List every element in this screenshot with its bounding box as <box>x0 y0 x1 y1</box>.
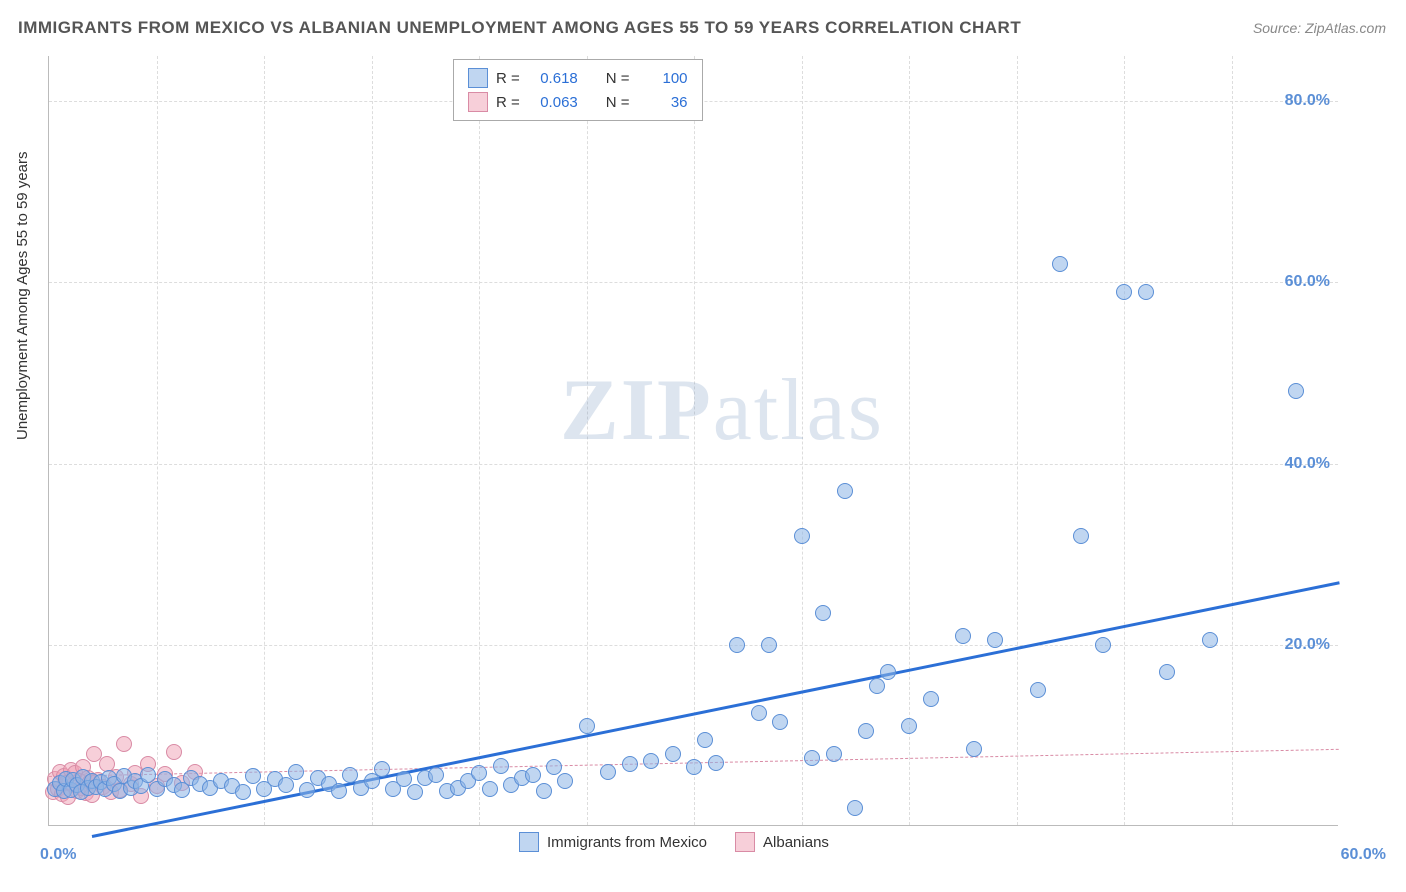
data-point-mexico <box>837 483 853 499</box>
data-point-mexico <box>901 718 917 734</box>
data-point-mexico <box>536 783 552 799</box>
data-point-mexico <box>278 777 294 793</box>
legend-item-mexico: Immigrants from Mexico <box>519 832 707 852</box>
data-point-mexico <box>697 732 713 748</box>
data-point-mexico <box>686 759 702 775</box>
data-point-mexico <box>235 784 251 800</box>
gridline-vertical <box>694 56 695 825</box>
data-point-mexico <box>665 746 681 762</box>
data-point-mexico <box>869 678 885 694</box>
data-point-mexico <box>493 758 509 774</box>
plot-area: 20.0% 40.0% 60.0% 80.0% <box>48 56 1338 826</box>
gridline-vertical <box>264 56 265 825</box>
data-point-mexico <box>525 767 541 783</box>
n-value: 100 <box>638 70 688 87</box>
data-point-mexico <box>1159 664 1175 680</box>
data-point-mexico <box>407 784 423 800</box>
gridline-vertical <box>1017 56 1018 825</box>
data-point-albanians <box>116 736 132 752</box>
data-point-mexico <box>1288 383 1304 399</box>
data-point-mexico <box>1116 284 1132 300</box>
gridline-vertical <box>1232 56 1233 825</box>
data-point-mexico <box>546 759 562 775</box>
y-tick-label: 20.0% <box>1285 636 1330 654</box>
y-tick-label: 80.0% <box>1285 92 1330 110</box>
legend-swatch-mexico <box>519 832 539 852</box>
data-point-mexico <box>794 528 810 544</box>
data-point-mexico <box>557 773 573 789</box>
data-point-mexico <box>955 628 971 644</box>
data-point-mexico <box>643 753 659 769</box>
source-attribution: Source: ZipAtlas.com <box>1253 20 1386 36</box>
legend-stat-row-albanians: R = 0.063 N = 36 <box>468 90 688 114</box>
y-tick-label: 40.0% <box>1285 455 1330 473</box>
data-point-mexico <box>600 764 616 780</box>
data-point-mexico <box>1095 637 1111 653</box>
legend-item-albanians: Albanians <box>735 832 829 852</box>
trendline-mexico <box>92 581 1340 838</box>
legend-stat-row-mexico: R = 0.618 N = 100 <box>468 66 688 90</box>
data-point-mexico <box>761 637 777 653</box>
y-axis-label: Unemployment Among Ages 55 to 59 years <box>14 151 31 440</box>
n-label: N = <box>606 94 630 111</box>
x-tick-min: 0.0% <box>40 846 76 864</box>
data-point-mexico <box>729 637 745 653</box>
series-legend: Immigrants from Mexico Albanians <box>519 832 829 852</box>
data-point-mexico <box>966 741 982 757</box>
legend-swatch-albanians <box>735 832 755 852</box>
data-point-mexico <box>804 750 820 766</box>
data-point-mexico <box>826 746 842 762</box>
chart-title: IMMIGRANTS FROM MEXICO VS ALBANIAN UNEMP… <box>18 18 1021 38</box>
legend-label: Immigrants from Mexico <box>547 834 707 851</box>
data-point-mexico <box>708 755 724 771</box>
correlation-legend: R = 0.618 N = 100 R = 0.063 N = 36 <box>453 59 703 121</box>
gridline-vertical <box>802 56 803 825</box>
n-value: 36 <box>638 94 688 111</box>
data-point-mexico <box>1202 632 1218 648</box>
data-point-mexico <box>288 764 304 780</box>
data-point-mexico <box>428 767 444 783</box>
data-point-mexico <box>374 761 390 777</box>
data-point-mexico <box>622 756 638 772</box>
data-point-mexico <box>858 723 874 739</box>
y-tick-label: 60.0% <box>1285 273 1330 291</box>
legend-swatch-mexico <box>468 68 488 88</box>
data-point-mexico <box>880 664 896 680</box>
x-tick-max: 60.0% <box>1341 846 1386 864</box>
r-value: 0.618 <box>528 70 578 87</box>
data-point-mexico <box>1052 256 1068 272</box>
data-point-mexico <box>772 714 788 730</box>
data-point-mexico <box>987 632 1003 648</box>
gridline-vertical <box>587 56 588 825</box>
data-point-mexico <box>1073 528 1089 544</box>
data-point-mexico <box>471 765 487 781</box>
gridline-vertical <box>372 56 373 825</box>
data-point-mexico <box>923 691 939 707</box>
gridline-vertical <box>479 56 480 825</box>
r-label: R = <box>496 70 520 87</box>
data-point-mexico <box>579 718 595 734</box>
n-label: N = <box>606 70 630 87</box>
data-point-mexico <box>751 705 767 721</box>
data-point-mexico <box>1030 682 1046 698</box>
gridline-vertical <box>157 56 158 825</box>
gridline-vertical <box>909 56 910 825</box>
data-point-mexico <box>847 800 863 816</box>
data-point-mexico <box>1138 284 1154 300</box>
r-value: 0.063 <box>528 94 578 111</box>
data-point-albanians <box>166 744 182 760</box>
gridline-vertical <box>1124 56 1125 825</box>
r-label: R = <box>496 94 520 111</box>
legend-swatch-albanians <box>468 92 488 112</box>
data-point-mexico <box>815 605 831 621</box>
data-point-mexico <box>482 781 498 797</box>
data-point-mexico <box>331 783 347 799</box>
legend-label: Albanians <box>763 834 829 851</box>
